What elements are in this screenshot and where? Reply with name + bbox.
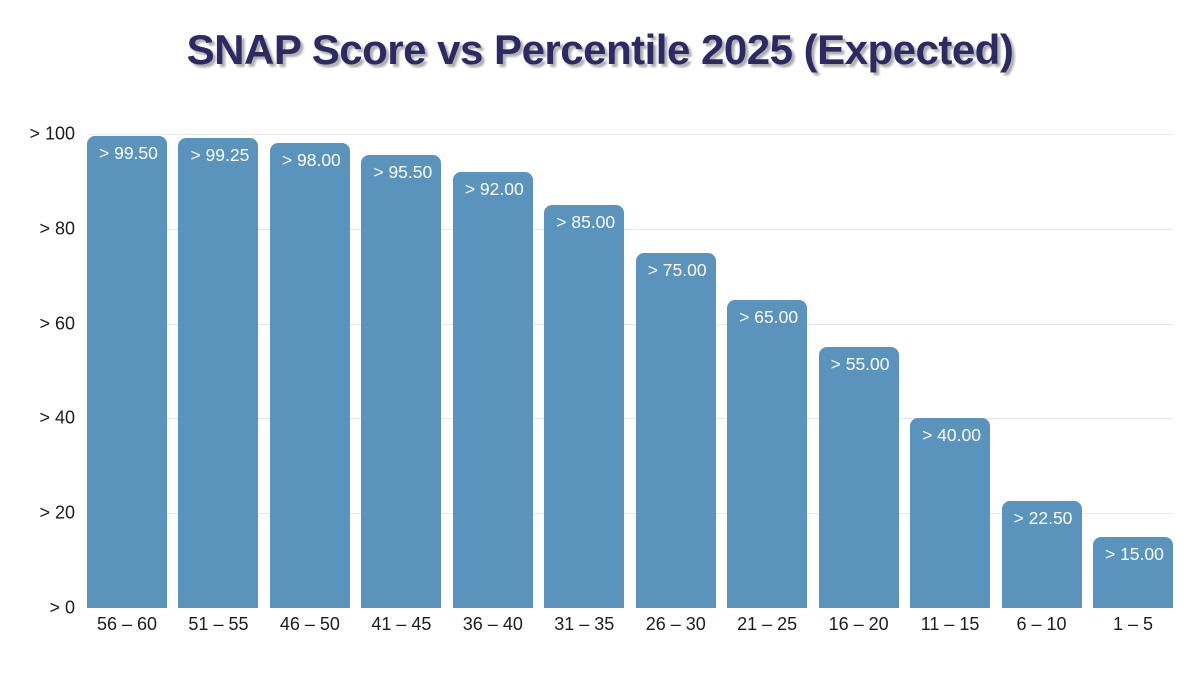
bar-value-label: > 98.00: [281, 150, 341, 171]
bar: > 65.00: [727, 299, 808, 608]
bar: > 99.25: [178, 137, 259, 608]
bar-value-label: > 85.00: [556, 212, 616, 233]
bar: > 98.00: [269, 143, 350, 608]
bar-value-label: > 65.00: [739, 306, 799, 327]
x-axis-tick-label: 21 – 25: [737, 614, 798, 634]
gridline: [87, 134, 1173, 135]
bar: > 55.00: [818, 347, 899, 608]
bar-value-label: > 15.00: [1104, 543, 1164, 564]
y-axis-tick-label: > 100: [29, 123, 75, 144]
x-axis-tick-label: 1 – 5: [1112, 614, 1153, 634]
x-axis-tick-label: 31 – 35: [554, 614, 615, 634]
bar-value-label: > 99.25: [190, 144, 250, 165]
y-axis-tick-label: > 0: [49, 597, 75, 618]
gridline: [87, 418, 1173, 420]
bar-value-label: > 92.00: [464, 178, 524, 199]
x-axis-tick-label: 11 – 15: [920, 614, 980, 634]
bar-value-label: > 22.50: [1013, 508, 1073, 529]
y-axis-tick-label: > 80: [39, 218, 75, 239]
bar: > 75.00: [635, 252, 716, 608]
gridline: [87, 323, 1173, 325]
x-axis-tick-label: 46 – 50: [279, 614, 340, 634]
x-axis: 56 – 60 51 – 55 46 – 50 41 – 45 36 – 40 31 – …: [87, 614, 1173, 635]
bar: > 15.00: [1092, 536, 1173, 608]
y-axis-tick-label: > 20: [39, 502, 75, 523]
bar: > 22.50: [1001, 501, 1082, 608]
bar-value-label: > 75.00: [647, 259, 707, 280]
gridline: [87, 513, 1173, 515]
bar: > 85.00: [544, 205, 625, 608]
x-axis-tick-label: 26 – 30: [645, 614, 706, 634]
x-axis-tick-label: 56 – 60: [96, 614, 158, 634]
y-axis-tick-label: > 60: [39, 313, 75, 334]
bar: > 99.50: [87, 136, 167, 608]
bar: > 40.00: [910, 418, 991, 608]
x-axis-tick-label: 41 – 45: [371, 614, 432, 634]
x-axis-tick-label: 36 – 40: [462, 614, 523, 634]
bar: > 95.50: [361, 155, 442, 608]
x-axis-tick-label: 51 – 55: [188, 614, 249, 634]
bar-value-label: > 55.00: [830, 354, 890, 375]
chart-title: SNAP Score vs Percentile 2025 (Expected): [186, 26, 1014, 73]
y-axis: > 0 > 20 > 40 > 60 > 80 > 100: [0, 124, 75, 618]
bar-value-label: > 40.00: [922, 425, 981, 446]
plot-area: > 99.50 > 99.25 > 98.00 > 95.50 > 92.00 > 85.…: [87, 134, 1173, 608]
x-axis-tick-label: 16 – 20: [828, 614, 889, 634]
bar: > 92.00: [452, 171, 533, 608]
bar-series: > 99.50 > 99.25 > 98.00 > 95.50 > 92.00 > 85.…: [87, 134, 1173, 608]
x-axis-tick-label: 6 – 10: [1016, 614, 1067, 634]
bar-value-label: > 99.50: [99, 143, 158, 164]
gridline: [87, 228, 1173, 230]
bar-value-label: > 95.50: [373, 162, 433, 183]
y-axis-tick-label: > 40: [39, 407, 75, 428]
